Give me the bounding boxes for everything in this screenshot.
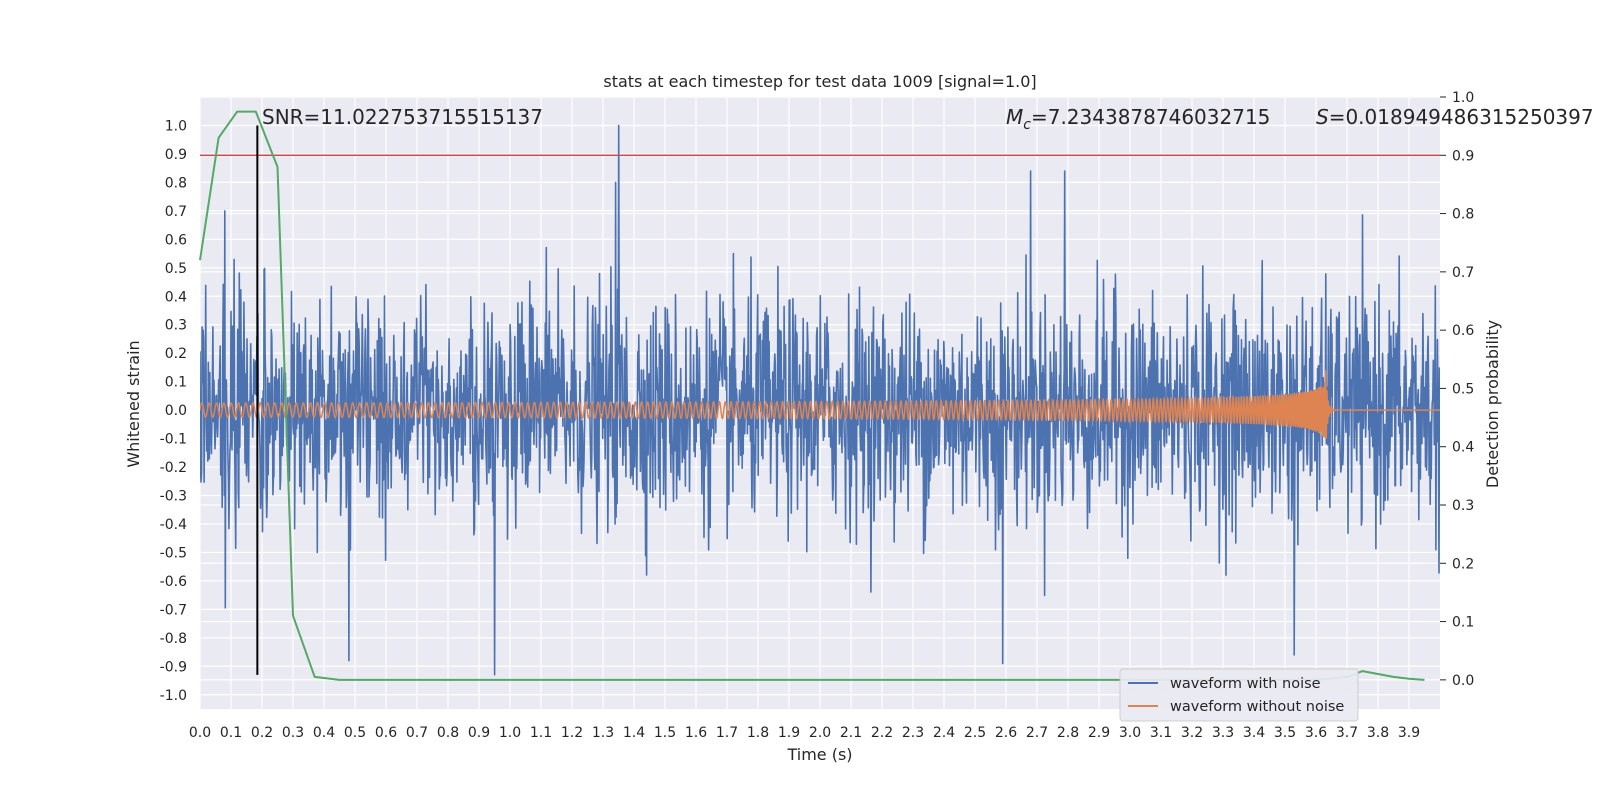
y-tick-label-left: 0.4 [165, 289, 187, 305]
x-tick-label: 0.7 [406, 725, 428, 741]
y-tick-label-right: 1.0 [1452, 90, 1474, 106]
x-tick-label: 1.2 [561, 725, 583, 741]
x-tick-label: 1.8 [747, 725, 769, 741]
y-tick-label-left: 0.3 [165, 318, 187, 334]
x-tick-label: 3.9 [1398, 725, 1420, 741]
noise-waveform-line [200, 124, 1440, 676]
s-annotation: S=0.018949486315250397 [1316, 105, 1594, 129]
y-tick-label-right: 0.5 [1452, 381, 1474, 397]
x-tick-label: 0.9 [468, 725, 490, 741]
overlay-lines [199, 110, 1440, 681]
chirp-mass-subscript: c [1023, 117, 1031, 133]
x-tick-label: 3.5 [1274, 725, 1296, 741]
y-tick-label-left: 0.1 [165, 375, 187, 391]
y-tick-label-left: -0.2 [160, 460, 187, 476]
x-tick-label: 1.5 [654, 725, 676, 741]
ticks: 0.0 0.1 0.2 0.3 0.4 0.5 0.6 0.7 0.8 0.9 1.0 1.1 1.2 1… [160, 90, 1475, 741]
x-tick-label: 1.6 [685, 725, 707, 741]
x-tick-label: 0.0 [189, 725, 211, 741]
y-tick-label-right: 0.3 [1452, 498, 1474, 514]
x-tick-label: 0.4 [313, 725, 335, 741]
y-tick-label-right: 0.6 [1452, 323, 1474, 339]
x-tick-label: 2.5 [964, 725, 986, 741]
x-tick-label: 1.9 [778, 725, 800, 741]
legend: waveform with noise waveform without noi… [1119, 668, 1359, 722]
x-tick-label: 0.3 [282, 725, 304, 741]
x-tick-label: 2.2 [871, 725, 893, 741]
noise-series [200, 124, 1440, 676]
y-tick-label-right: 0.4 [1452, 440, 1474, 456]
snr-annotation: SNR=11.022753715515137 [262, 105, 543, 129]
x-tick-label: 2.0 [809, 725, 831, 741]
x-tick-label: 0.5 [344, 725, 366, 741]
y-tick-label-left: 0.8 [165, 175, 187, 191]
x-tick-label: 2.7 [1026, 725, 1048, 741]
x-tick-label: 2.6 [995, 725, 1017, 741]
x-tick-label: 3.8 [1367, 725, 1389, 741]
x-tick-label: 3.3 [1212, 725, 1234, 741]
chirp-mass-value: =7.2343878746032715 [1031, 105, 1270, 129]
chart-title: stats at each timestep for test data 100… [603, 72, 1036, 91]
legend-label-noise: waveform with noise [1170, 676, 1321, 692]
x-tick-label: 1.7 [716, 725, 738, 741]
y-tick-label-left: -0.7 [160, 602, 187, 618]
y-tick-label-left: 1.0 [165, 118, 187, 134]
x-tick-label: 2.3 [902, 725, 924, 741]
x-tick-label: 3.2 [1181, 725, 1203, 741]
y-tick-label-right: 0.0 [1452, 673, 1474, 689]
y-tick-label-left: -0.8 [160, 631, 187, 647]
x-tick-label: 3.7 [1336, 725, 1358, 741]
x-tick-label: 3.4 [1243, 725, 1265, 741]
y-tick-label-right: 0.8 [1452, 207, 1474, 223]
y-tick-label-right: 0.9 [1452, 148, 1474, 164]
x-tick-label: 0.1 [220, 725, 242, 741]
y-tick-label-left: 0.5 [165, 261, 187, 277]
y-tick-label-left: 0.7 [165, 204, 187, 220]
chirp-mass-annotation: Mc=7.2343878746032715 [1006, 105, 1270, 133]
y-tick-label-left: 0.0 [165, 403, 187, 419]
x-tick-label: 2.8 [1057, 725, 1079, 741]
y-tick-label-left: -0.3 [160, 489, 187, 505]
detection-probability-line [199, 110, 1425, 681]
y-tick-label-left: -0.6 [160, 574, 187, 590]
y-tick-label-left: -0.5 [160, 545, 187, 561]
y-tick-label-left: 0.2 [165, 346, 187, 362]
y-axis-label-left: Whitened strain [124, 340, 143, 467]
s-value: =0.018949486315250397 [1329, 105, 1594, 129]
x-tick-label: 1.0 [499, 725, 521, 741]
legend-label-clean: waveform without noise [1170, 699, 1344, 715]
x-axis-label: Time (s) [786, 745, 852, 764]
y-tick-label-right: 0.7 [1452, 265, 1474, 281]
x-tick-label: 3.1 [1150, 725, 1172, 741]
y-tick-label-left: 0.6 [165, 232, 187, 248]
clean-waveform-line [200, 370, 1440, 439]
x-tick-label: 2.9 [1088, 725, 1110, 741]
y-tick-label-right: 0.1 [1452, 615, 1474, 631]
x-tick-label: 2.4 [933, 725, 955, 741]
y-tick-label-left: -0.9 [160, 659, 187, 675]
chirp-mass-symbol: M [1006, 105, 1023, 129]
x-tick-label: 2.1 [840, 725, 862, 741]
x-tick-label: 3.0 [1119, 725, 1141, 741]
x-tick-label: 0.6 [375, 725, 397, 741]
x-tick-label: 0.8 [437, 725, 459, 741]
y-tick-label-left: -0.4 [160, 517, 187, 533]
chirp-series [200, 370, 1440, 439]
y-tick-label-left: -0.1 [160, 432, 187, 448]
legend-box [1119, 668, 1359, 722]
s-symbol: S [1316, 105, 1329, 129]
y-tick-label-left: -1.0 [160, 688, 187, 704]
y-tick-label-right: 0.2 [1452, 556, 1474, 572]
x-tick-label: 3.6 [1305, 725, 1327, 741]
y-axis-label-right: Detection probability [1483, 320, 1502, 488]
x-tick-label: 0.2 [251, 725, 273, 741]
y-tick-label-left: 0.9 [165, 147, 187, 163]
x-tick-label: 1.3 [592, 725, 614, 741]
x-tick-label: 1.1 [530, 725, 552, 741]
x-tick-label: 1.4 [623, 725, 645, 741]
